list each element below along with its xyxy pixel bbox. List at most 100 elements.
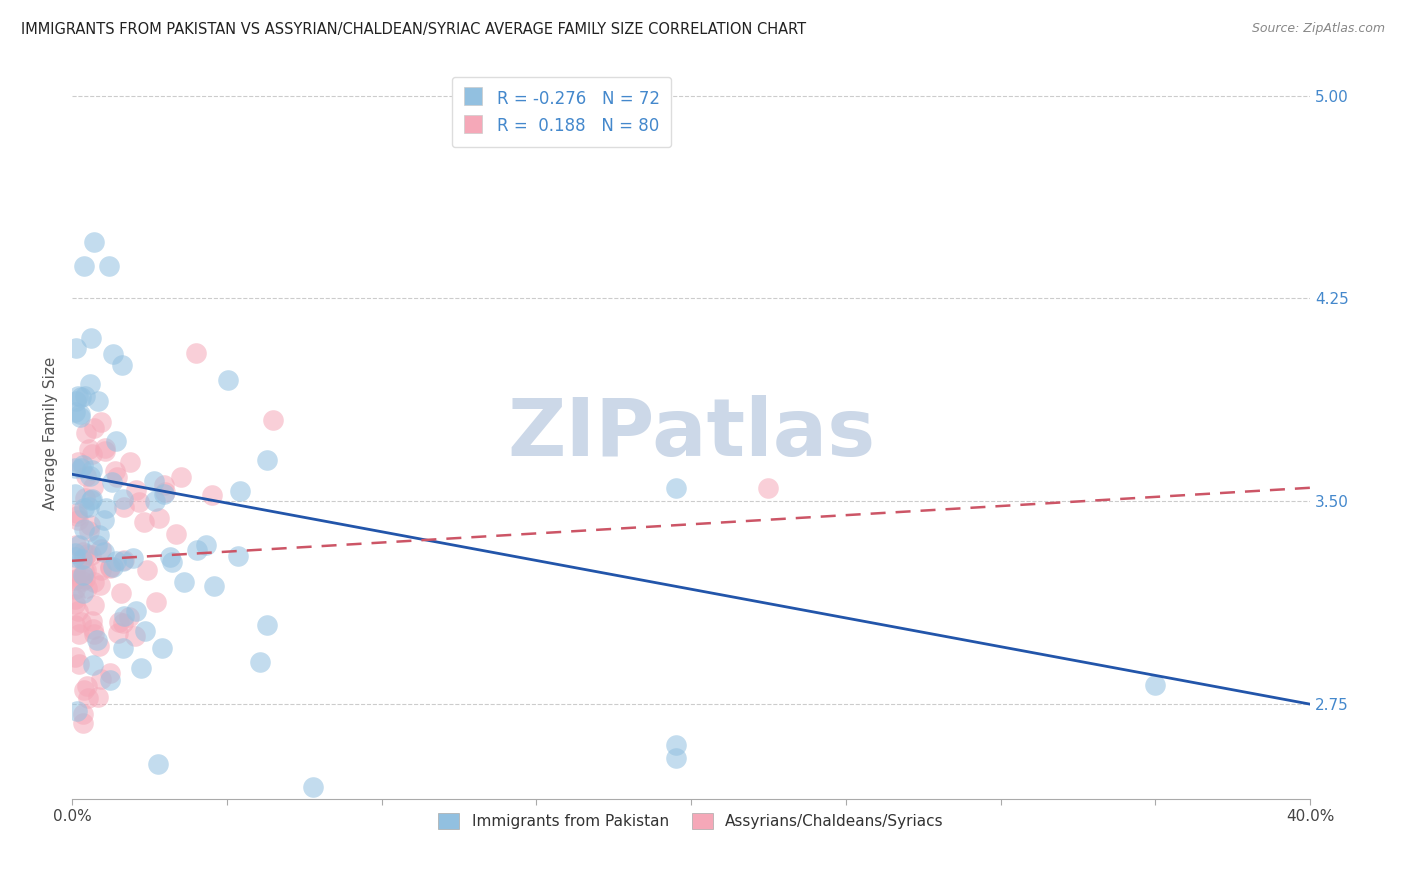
Point <box>75 468 97 483</box>
Point <box>73 682 96 697</box>
Point <box>90 541 112 556</box>
Point <box>121 551 143 566</box>
Point <box>153 478 176 492</box>
Point <box>87 639 110 653</box>
Point <box>76 547 98 561</box>
Point <box>86 632 108 647</box>
Point <box>90 672 112 686</box>
Point <box>125 604 148 618</box>
Point <box>79 518 101 533</box>
Point <box>202 579 225 593</box>
Point <box>66 506 89 520</box>
Point <box>112 616 135 631</box>
Point <box>63 582 86 596</box>
Point <box>63 549 86 564</box>
Point <box>77 524 100 539</box>
Point <box>70 574 93 588</box>
Point <box>73 523 96 537</box>
Point <box>194 538 217 552</box>
Point <box>94 441 117 455</box>
Point <box>100 561 122 575</box>
Point <box>111 491 134 506</box>
Point <box>75 389 97 403</box>
Point <box>186 542 208 557</box>
Point <box>1144 678 1167 692</box>
Point <box>146 756 169 771</box>
Point <box>65 546 87 560</box>
Point <box>112 641 135 656</box>
Point <box>63 564 86 578</box>
Point <box>82 492 104 507</box>
Point <box>73 565 96 579</box>
Point <box>82 447 104 461</box>
Point <box>82 657 104 672</box>
Point <box>664 481 686 495</box>
Point <box>664 751 686 765</box>
Point <box>758 481 780 495</box>
Point <box>75 563 97 577</box>
Point <box>103 347 125 361</box>
Point <box>153 487 176 501</box>
Point <box>73 572 96 586</box>
Point <box>65 537 87 551</box>
Point <box>226 549 249 563</box>
Point <box>80 548 103 562</box>
Point <box>217 373 239 387</box>
Point <box>82 463 104 477</box>
Point <box>90 563 112 577</box>
Point <box>69 407 91 421</box>
Point <box>77 500 100 515</box>
Legend: Immigrants from Pakistan, Assyrians/Chaldeans/Syriacs: Immigrants from Pakistan, Assyrians/Chal… <box>432 806 950 835</box>
Point <box>136 563 159 577</box>
Point <box>159 550 181 565</box>
Point <box>82 614 104 628</box>
Point <box>83 421 105 435</box>
Point <box>67 538 90 552</box>
Point <box>262 413 284 427</box>
Point <box>75 425 97 440</box>
Point <box>98 559 121 574</box>
Point <box>110 586 132 600</box>
Point <box>66 389 89 403</box>
Point <box>83 627 105 641</box>
Point <box>72 552 94 566</box>
Point <box>70 460 93 475</box>
Point <box>165 526 187 541</box>
Point <box>77 442 100 457</box>
Point <box>89 528 111 542</box>
Point <box>101 560 124 574</box>
Point <box>73 501 96 516</box>
Text: IMMIGRANTS FROM PAKISTAN VS ASSYRIAN/CHALDEAN/SYRIAC AVERAGE FAMILY SIZE CORRELA: IMMIGRANTS FROM PAKISTAN VS ASSYRIAN/CHA… <box>21 22 806 37</box>
Text: Source: ZipAtlas.com: Source: ZipAtlas.com <box>1251 22 1385 36</box>
Point <box>63 617 86 632</box>
Text: ZIPatlas: ZIPatlas <box>508 394 875 473</box>
Point <box>79 468 101 483</box>
Point <box>112 500 135 514</box>
Point <box>70 615 93 629</box>
Point <box>73 260 96 274</box>
Point <box>63 597 86 611</box>
Point <box>112 553 135 567</box>
Point <box>66 455 89 469</box>
Point <box>80 331 103 345</box>
Point <box>65 592 87 607</box>
Point <box>66 513 89 527</box>
Point <box>93 513 115 527</box>
Point <box>82 480 104 494</box>
Point <box>256 618 278 632</box>
Point <box>173 574 195 589</box>
Point <box>112 609 135 624</box>
Point <box>89 578 111 592</box>
Point <box>63 573 86 587</box>
Point <box>72 458 94 473</box>
Point <box>107 470 129 484</box>
Point <box>83 235 105 249</box>
Point <box>111 554 134 568</box>
Point <box>87 393 110 408</box>
Point <box>66 704 89 718</box>
Point <box>114 807 136 822</box>
Point <box>63 404 86 418</box>
Point <box>150 641 173 656</box>
Point <box>83 574 105 589</box>
Point <box>72 715 94 730</box>
